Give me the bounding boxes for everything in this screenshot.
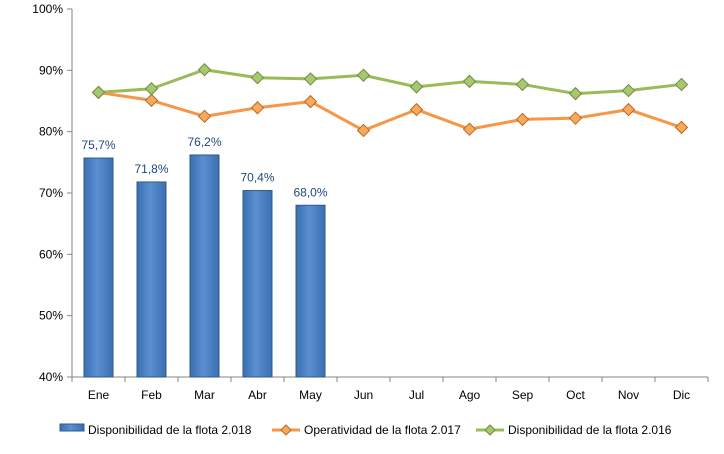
point-marker <box>356 123 371 138</box>
legend-swatch-bar <box>59 423 85 432</box>
point-marker <box>197 63 212 77</box>
legend-marker <box>484 424 496 436</box>
point-marker <box>621 102 636 117</box>
x-tick-label: Abr <box>248 388 267 402</box>
point-marker <box>303 94 318 109</box>
bar-data-label: 75,7% <box>81 138 115 152</box>
point-marker <box>515 112 530 127</box>
point-marker <box>250 70 265 85</box>
x-tick-label: Oct <box>566 388 585 402</box>
bar-data-label: 76,2% <box>187 135 221 149</box>
x-tick-label: Mar <box>194 388 215 402</box>
point-marker <box>515 77 530 92</box>
point-marker <box>303 72 318 86</box>
point-marker <box>144 93 159 108</box>
series-line-1 <box>98 90 682 132</box>
x-tick-label: Jun <box>354 388 373 402</box>
bar <box>189 154 220 378</box>
legend-label: Disponibilidad de la flota 2.016 <box>508 423 672 437</box>
x-tick-label: Jul <box>409 388 424 402</box>
x-tick-label: Feb <box>141 388 162 402</box>
point-marker <box>91 85 106 100</box>
bar-data-label: 70,4% <box>240 171 274 185</box>
point-marker <box>144 82 159 96</box>
legend-label: Operatividad de la flota 2.017 <box>304 423 461 437</box>
bar <box>83 157 114 378</box>
point-marker <box>250 101 265 115</box>
point-marker <box>462 122 477 136</box>
y-tick-label: 100% <box>32 2 63 16</box>
point-marker <box>356 68 371 82</box>
y-tick-label: 90% <box>39 63 63 77</box>
point-marker <box>568 111 583 125</box>
point-marker <box>621 83 636 98</box>
x-tick-label: Ene <box>88 388 110 402</box>
series-line-2 <box>98 68 682 96</box>
point-marker <box>197 109 212 124</box>
bar-data-label: 71,8% <box>134 162 168 176</box>
y-tick-label: 40% <box>39 370 63 384</box>
y-tick-label: 70% <box>39 186 63 200</box>
point-marker <box>674 77 689 92</box>
legend-marker <box>280 424 292 436</box>
bar <box>295 204 326 378</box>
bar <box>136 181 167 378</box>
x-tick-label: Sep <box>512 388 534 402</box>
point-marker <box>409 80 424 94</box>
point-marker <box>462 74 477 89</box>
legend-label: Disponibilidad de la flota 2.018 <box>88 423 252 437</box>
x-tick-label: Ago <box>459 388 481 402</box>
x-tick-label: May <box>299 388 322 402</box>
x-tick-label: Nov <box>618 388 639 402</box>
y-tick-label: 60% <box>39 247 63 261</box>
point-marker <box>409 102 424 117</box>
point-marker <box>568 86 583 101</box>
bar <box>242 190 273 378</box>
point-marker <box>674 120 689 135</box>
x-tick-label: Dic <box>673 388 690 402</box>
y-tick-label: 80% <box>39 125 63 139</box>
bar-data-label: 68,0% <box>293 185 327 199</box>
y-tick-label: 50% <box>39 309 63 323</box>
